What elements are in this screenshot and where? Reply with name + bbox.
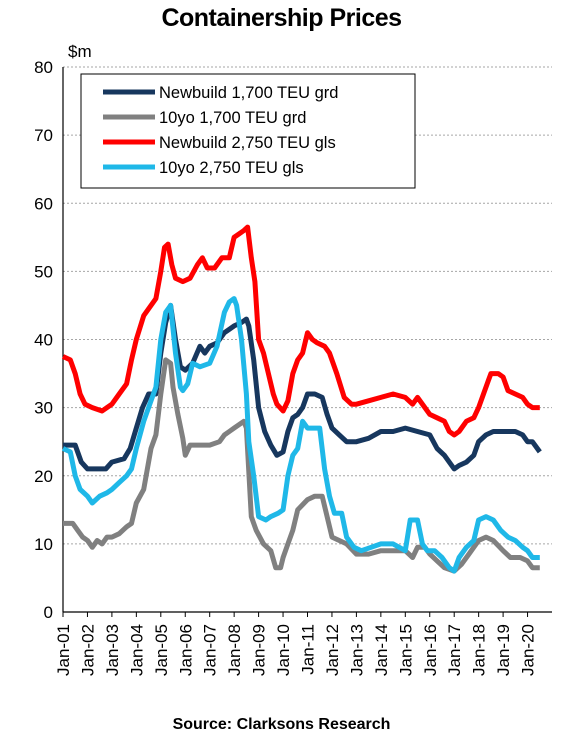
- x-tick-label: Jan-10: [274, 624, 293, 676]
- legend-label: Newbuild 2,750 TEU gls: [159, 134, 336, 152]
- x-tick-label: Jan-03: [103, 624, 122, 676]
- y-tick-label: 30: [34, 399, 53, 418]
- y-tick-label: 40: [34, 331, 53, 350]
- series-lines: [61, 224, 542, 574]
- y-tick-label: 50: [34, 262, 53, 281]
- series-line-4: [61, 296, 540, 574]
- x-tick-label: Jan-20: [519, 624, 538, 676]
- x-tick-label: Jan-04: [127, 624, 146, 676]
- legend-label: Newbuild 1,700 TEU grd: [159, 84, 338, 102]
- x-tick-label: Jan-12: [323, 624, 342, 676]
- x-tick-label: Jan-09: [250, 624, 269, 676]
- x-tick-label: Jan-18: [470, 624, 489, 676]
- x-tick-label: Jan-08: [225, 624, 244, 676]
- y-tick-label: 10: [34, 535, 53, 554]
- x-tick-label: Jan-11: [299, 624, 318, 675]
- series-line-2: [63, 357, 540, 574]
- x-tick-label: Jan-19: [494, 624, 513, 676]
- x-tick-label: Jan-02: [78, 624, 97, 676]
- y-tick-label: 70: [34, 126, 53, 145]
- x-tick-label: Jan-07: [201, 624, 220, 676]
- x-tick-label: Jan-05: [152, 624, 171, 676]
- x-tick-label: Jan-15: [396, 624, 415, 676]
- x-tick-label: Jan-13: [347, 624, 366, 676]
- chart-title: Containership Prices: [161, 4, 402, 32]
- y-tick-label: 0: [44, 603, 53, 622]
- y-tick-label: 60: [34, 194, 53, 213]
- x-tick-label: Jan-17: [445, 624, 464, 676]
- legend-label: 10yo 1,700 TEU grd: [159, 109, 306, 127]
- series-line-1: [63, 302, 542, 472]
- axes: 0 10 20 30 40 50 60 70 80 Jan-01 Jan-02 Jan-03 Jan-0…: [34, 58, 552, 676]
- x-tick-label: Jan-14: [372, 624, 391, 676]
- series-line-3: [61, 224, 540, 438]
- y-tick-label: 20: [34, 467, 53, 486]
- y-axis-unit-label: $m: [68, 42, 92, 61]
- legend-label: 10yo 2,750 TEU gls: [159, 159, 304, 177]
- x-tick-label: Jan-16: [421, 624, 440, 676]
- y-tick-label: 80: [34, 58, 53, 77]
- source-note: Source: Clarksons Research: [172, 716, 391, 733]
- x-tick-label: Jan-06: [176, 624, 195, 676]
- legend: Newbuild 1,700 TEU grd 10yo 1,700 TEU grd…: [80, 73, 416, 189]
- x-tick-label: Jan-01: [54, 624, 73, 676]
